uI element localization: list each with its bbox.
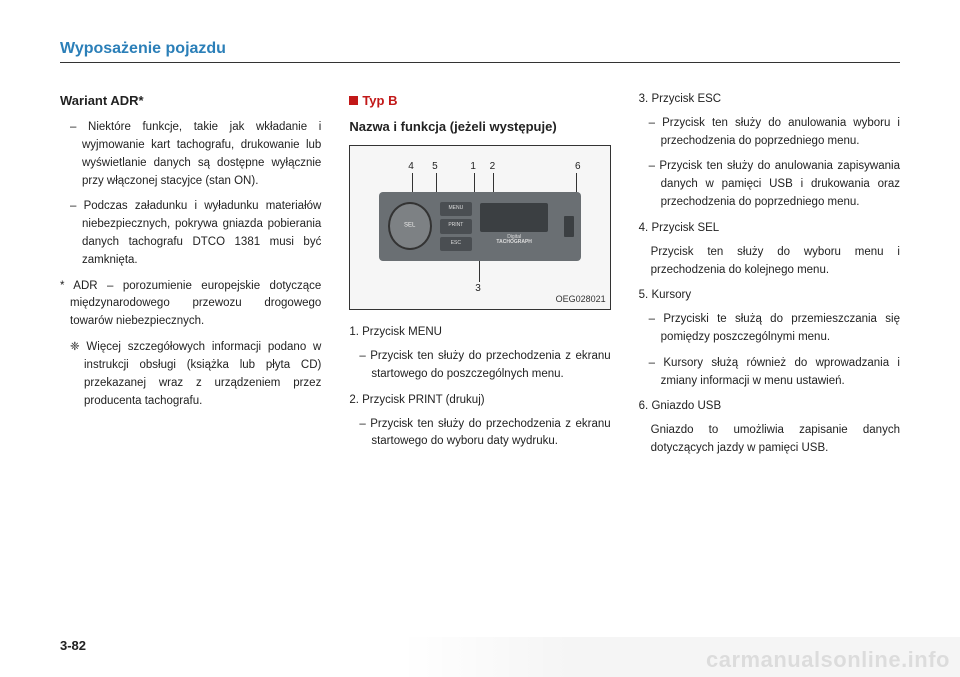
callout-5: 5 bbox=[432, 159, 438, 175]
dpad-area bbox=[388, 202, 432, 250]
leader-5 bbox=[436, 173, 437, 193]
tachograph-figure: 4 5 1 2 6 3 bbox=[349, 145, 610, 310]
sel-dpad bbox=[388, 202, 432, 250]
type-b-label: Typ B bbox=[349, 91, 610, 111]
column-3: 3. Przycisk ESC – Przycisk ten służy do … bbox=[639, 91, 900, 466]
leader-4 bbox=[412, 173, 413, 193]
item-3-heading: 3. Przycisk ESC bbox=[639, 91, 900, 109]
item-6-body: Gniazdo to umożliwia zapisanie danych do… bbox=[639, 422, 900, 458]
figure-inner: 4 5 1 2 6 3 bbox=[360, 156, 599, 299]
item-1-body: – Przycisk ten służy do przechodzenia z … bbox=[349, 348, 610, 384]
item-4-body: Przycisk ten służy do wyboru menu i prze… bbox=[639, 244, 900, 280]
manual-page: Wyposażenie pojazdu Wariant ADR* – Niekt… bbox=[0, 0, 960, 677]
diamond-note: ❈ Więcej szczegółowych informacji podano… bbox=[60, 339, 321, 410]
print-button: PRINT bbox=[440, 219, 472, 233]
device-label: Digital TACHOGRAPH bbox=[480, 235, 548, 250]
item-4-heading: 4. Przycisk SEL bbox=[639, 220, 900, 238]
device-screen bbox=[480, 203, 548, 232]
item-5-heading: 5. Kursory bbox=[639, 287, 900, 305]
page-number: 3-82 bbox=[60, 638, 86, 653]
callout-3: 3 bbox=[475, 281, 481, 297]
bullet-adr-2: – Podczas załadunku i wyładunku mate­ria… bbox=[60, 198, 321, 269]
bullet-adr-1: – Niektóre funkcje, takie jak wkładanie … bbox=[60, 119, 321, 190]
name-function-subtitle: Nazwa i funkcja (jeżeli występuje) bbox=[349, 117, 610, 137]
esc-button: ESC bbox=[440, 237, 472, 251]
tachograph-device: MENU PRINT ESC Digital TACHOGRAPH bbox=[379, 192, 580, 261]
figure-code: OEG028021 bbox=[556, 293, 606, 307]
item-3-body-1: – Przycisk ten służy do anulowania wybor… bbox=[639, 115, 900, 151]
item-5-body-1: – Przyciski te służą do przemieszczania … bbox=[639, 311, 900, 347]
item-6-heading: 6. Gniazdo USB bbox=[639, 398, 900, 416]
button-stack: MENU PRINT ESC bbox=[440, 202, 472, 251]
item-2-body: – Przycisk ten służy do przechodzenia z … bbox=[349, 416, 610, 452]
section-header: Wyposażenie pojazdu bbox=[60, 40, 900, 63]
tachograph-label: TACHOGRAPH bbox=[496, 239, 531, 245]
leader-3 bbox=[479, 259, 480, 282]
item-3-body-2: – Przycisk ten służy do anulowania zapis… bbox=[639, 158, 900, 211]
usb-slot bbox=[564, 216, 574, 237]
content-columns: Wariant ADR* – Niektóre funkcje, takie j… bbox=[60, 91, 900, 466]
callout-6: 6 bbox=[575, 159, 581, 175]
callout-1: 1 bbox=[470, 159, 476, 175]
callout-4: 4 bbox=[408, 159, 414, 175]
callout-2: 2 bbox=[490, 159, 496, 175]
item-1-heading: 1. Przycisk MENU bbox=[349, 324, 610, 342]
item-2-heading: 2. Przycisk PRINT (drukuj) bbox=[349, 392, 610, 410]
watermark: carmanualsonline.info bbox=[400, 637, 960, 677]
menu-button: MENU bbox=[440, 202, 472, 216]
type-b-text: Typ B bbox=[362, 93, 397, 108]
column-1: Wariant ADR* – Niektóre funkcje, takie j… bbox=[60, 91, 321, 466]
type-square-icon bbox=[349, 96, 358, 105]
adr-footnote: * ADR – porozumienie europejskie dotyczą… bbox=[60, 278, 321, 331]
variant-title: Wariant ADR* bbox=[60, 91, 321, 111]
watermark-text: carmanualsonline.info bbox=[706, 647, 950, 673]
column-2: Typ B Nazwa i funkcja (jeżeli występuje)… bbox=[349, 91, 610, 466]
item-5-body-2: – Kursory służą również do wprowa­dzania… bbox=[639, 355, 900, 391]
